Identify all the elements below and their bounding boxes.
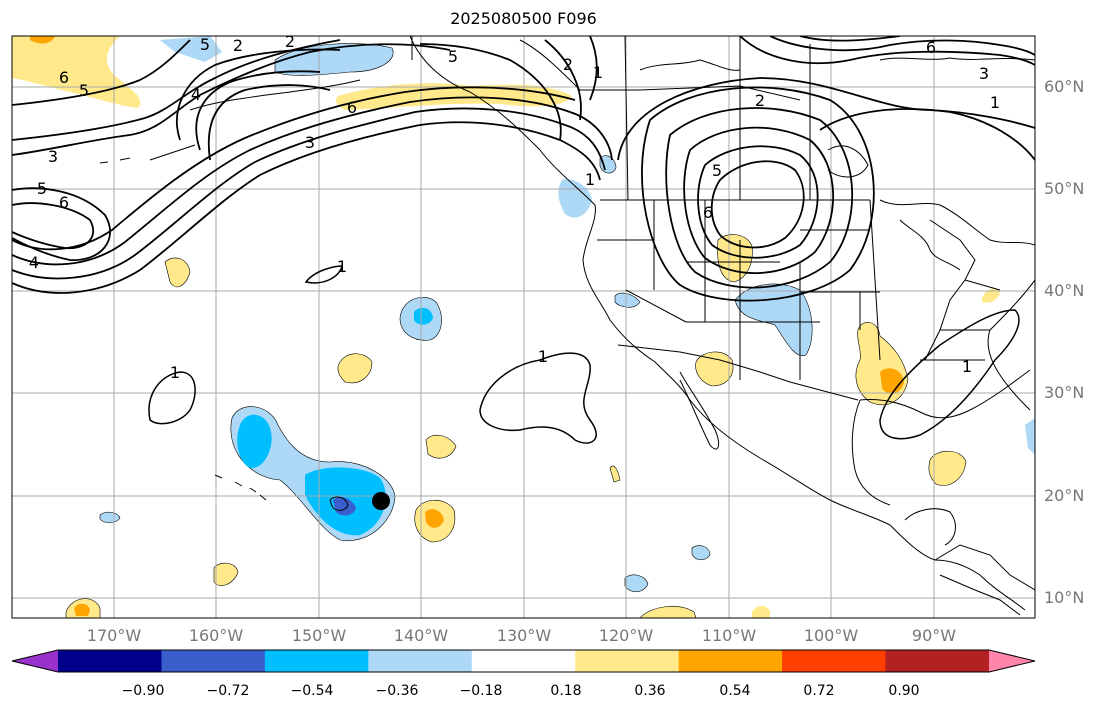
colorbar-segment: [885, 650, 990, 672]
colorbar-segment: [58, 650, 162, 672]
lon-label: 130°W: [496, 626, 552, 645]
colorbar-segment: [575, 650, 680, 672]
lat-label: 30°N: [1044, 383, 1085, 402]
contour-label: 2: [285, 32, 295, 51]
lon-label: 100°W: [803, 626, 859, 645]
lat-label: 40°N: [1044, 281, 1085, 300]
contour-label: 3: [48, 147, 58, 166]
contour-label: 6: [59, 193, 69, 212]
location-marker: [372, 492, 390, 510]
graticule: [12, 36, 1035, 618]
contour-label: 5: [712, 161, 722, 180]
contour-label: 5: [37, 179, 47, 198]
coastlines: [99, 36, 1035, 616]
colorbar-tick-label: −0.36: [375, 683, 419, 699]
map-frame: [11, 35, 1036, 619]
contour-label: 1: [990, 93, 1000, 112]
colorbar: [11, 649, 1036, 673]
colorbar-tick-label: −0.90: [121, 683, 165, 699]
lon-label: 170°W: [86, 626, 142, 645]
contour-label: 3: [979, 64, 989, 83]
colorbar-tick-label: 0.72: [803, 683, 835, 699]
contour-label: 6: [59, 68, 69, 87]
contour-label: 4: [29, 253, 39, 272]
colorbar-segment: [264, 650, 369, 672]
contour-labels: 5 2 2 5 6 4 3 2 1 6 5 6 3 3 5 6 4 1 5 6 …: [29, 32, 1000, 382]
contour-label: 5: [200, 35, 210, 54]
height-contours: [12, 36, 1035, 444]
lon-label: 110°W: [701, 626, 757, 645]
lat-label: 10°N: [1044, 588, 1085, 607]
contour-label: 1: [170, 363, 180, 382]
contour-label: 1: [593, 63, 603, 82]
colorbar-segment: [471, 650, 576, 672]
contour-label: 6: [926, 38, 936, 57]
contour-label: 6: [703, 203, 713, 222]
colorbar-segment: [782, 650, 887, 672]
lon-label: 150°W: [291, 626, 347, 645]
lon-label: 140°W: [393, 626, 449, 645]
colorbar-tick-label: 0.18: [550, 683, 582, 699]
lat-label: 50°N: [1044, 179, 1085, 198]
colorbar-segment: [368, 650, 473, 672]
contour-label: 5: [448, 47, 458, 66]
map-title: 2025080500 F096: [450, 9, 597, 28]
contour-label: 1: [962, 357, 972, 376]
lon-label: 90°W: [911, 626, 957, 645]
lon-label: 120°W: [598, 626, 654, 645]
colorbar-segment: [678, 650, 783, 672]
lat-label: 20°N: [1044, 486, 1085, 505]
colorbar-tick-label: −0.54: [290, 683, 334, 699]
contour-label: 1: [337, 257, 347, 276]
colorbar-tick-label: 0.90: [888, 683, 920, 699]
colorbar-outline: [11, 649, 1036, 673]
negative-shading: [99, 36, 1035, 593]
colorbar-tick-label: 0.36: [634, 683, 666, 699]
contour-label: 2: [563, 55, 573, 74]
lat-label: 60°N: [1044, 77, 1085, 96]
contour-label: 6: [347, 98, 357, 117]
colorbar-tick-label: 0.54: [719, 683, 751, 699]
contour-label: 2: [233, 36, 243, 55]
colorbar-segment: [161, 650, 266, 672]
contour-label: 1: [538, 347, 548, 366]
colorbar-tick-label: −0.18: [459, 683, 503, 699]
colorbar-extension-high: [989, 650, 1035, 672]
colorbar-extension-low: [12, 650, 58, 672]
lon-label: 160°W: [188, 626, 244, 645]
contour-label: 1: [585, 170, 595, 189]
contour-label: 4: [191, 85, 201, 104]
contour-label: 3: [305, 133, 315, 152]
contour-label: 2: [755, 91, 765, 110]
contour-label: 5: [79, 81, 89, 100]
colorbar-tick-label: −0.72: [206, 683, 250, 699]
